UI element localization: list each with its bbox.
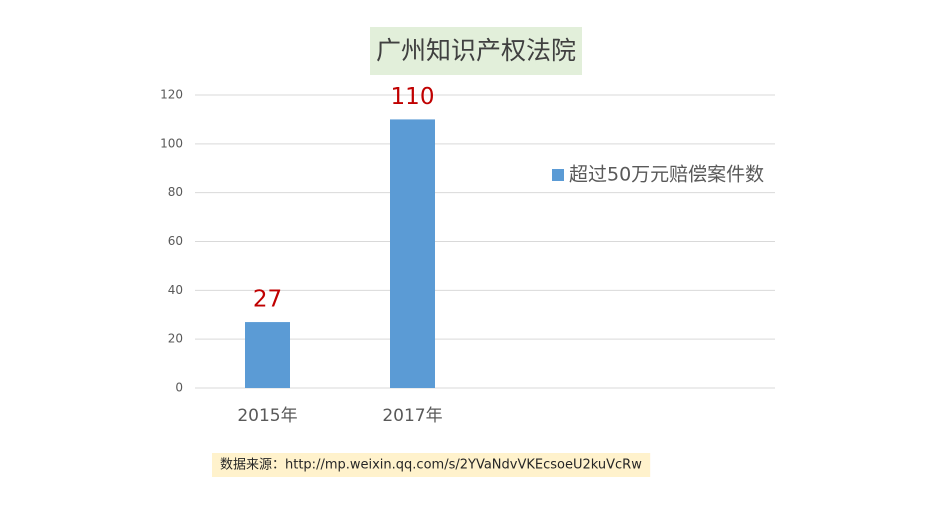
data-label: 27	[253, 287, 282, 313]
y-tick-label: 60	[168, 234, 183, 248]
data-label: 110	[391, 84, 435, 110]
y-tick-label: 80	[168, 185, 183, 199]
source-background	[212, 453, 651, 477]
x-tick-label: 2017年	[382, 406, 442, 426]
y-tick-label: 40	[168, 283, 183, 297]
y-tick-label: 20	[168, 332, 183, 346]
y-tick-label: 0	[175, 381, 183, 395]
y-tick-label: 120	[160, 88, 183, 102]
title-background	[369, 27, 583, 75]
bar	[245, 322, 290, 388]
x-tick-label: 2015年	[237, 406, 297, 426]
y-tick-label: 100	[160, 136, 183, 150]
legend-label: 超过50万元赔偿案件数	[569, 164, 764, 186]
chart-title: 广州知识产权法院	[376, 36, 576, 65]
source-note: 数据来源：http://mp.weixin.qq.com/s/2YVaNdvVK…	[220, 458, 642, 473]
bar	[390, 119, 435, 389]
legend-swatch	[552, 169, 564, 181]
